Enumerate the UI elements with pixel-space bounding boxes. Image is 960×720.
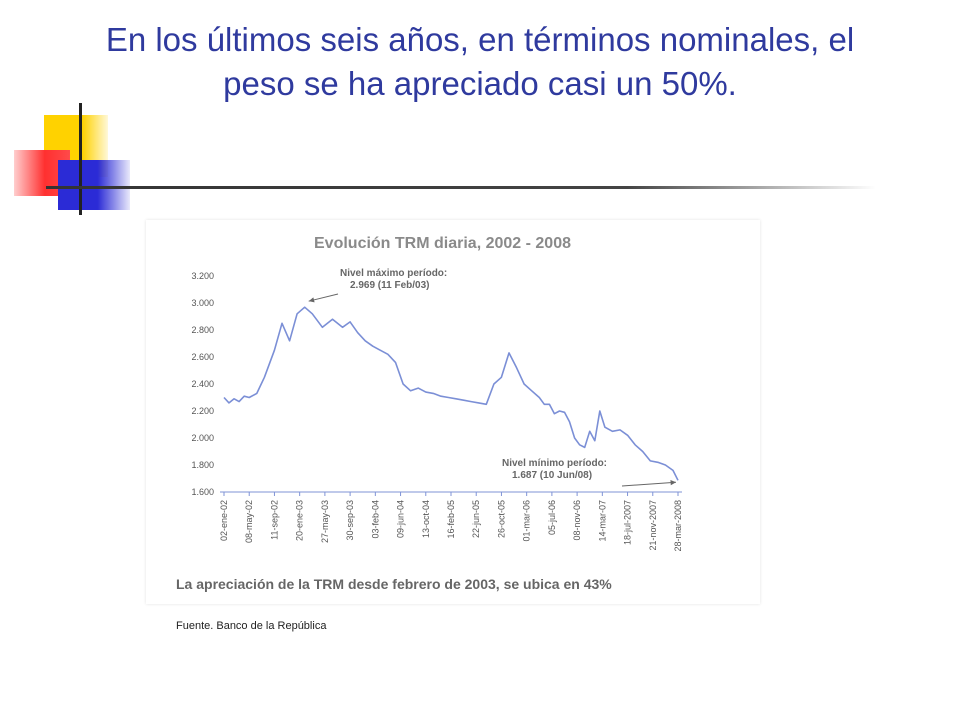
trm-series-line [223, 306, 679, 481]
max-annotation-line: Nivel máximo período: [340, 268, 447, 279]
decorative-blue-square [58, 160, 130, 210]
x-tick-label: 21-nov-2007 [648, 500, 658, 551]
x-tick-label: 26-oct-05 [496, 500, 506, 538]
y-tick-label: 2.200 [191, 406, 214, 416]
y-tick-label: 2.600 [191, 352, 214, 362]
min-annotation-arrow-head [670, 480, 676, 486]
x-tick-label: 16-feb-05 [446, 500, 456, 539]
x-tick-label: 27-may-03 [320, 500, 330, 543]
chart-title: Evolución TRM diaria, 2002 - 2008 [314, 235, 571, 252]
x-tick-label: 20-ene-03 [295, 500, 305, 541]
title-underline-rule [46, 186, 876, 189]
annotations: Nivel máximo período:2.969 (11 Feb/03) Ni… [308, 268, 677, 487]
y-tick-label: 1.600 [191, 487, 214, 497]
y-tick-label: 3.000 [191, 298, 214, 308]
y-tick-label: 2.000 [191, 433, 214, 443]
chart-panel: Evolución TRM diaria, 2002 - 2008 3.200 3… [146, 220, 760, 604]
x-tick-label: 22-jun-05 [471, 500, 481, 538]
x-axis: 02-ene-02 08-may-02 11-sep-02 20-ene-03 27-m… [219, 492, 683, 552]
chart-caption: La apreciación de la TRM desde febrero d… [176, 576, 612, 592]
x-tick-label: 11-sep-02 [269, 500, 279, 540]
x-tick-label: 01-mar-06 [522, 500, 532, 542]
x-tick-label: 08-may-02 [244, 500, 254, 543]
y-tick-label: 1.800 [191, 460, 214, 470]
x-tick-label: 18-jul-2007 [623, 500, 633, 545]
x-tick-label: 02-ene-02 [219, 500, 229, 541]
series-group [223, 306, 679, 481]
x-tick-label: 08-nov-06 [572, 500, 582, 541]
y-axis: 3.200 3.000 2.800 2.600 2.400 2.200 2.000 1.800… [191, 271, 682, 497]
source-note: Fuente. Banco de la República [176, 620, 327, 632]
decorative-vertical-rule [79, 103, 82, 215]
x-tick-label: 13-oct-04 [421, 500, 431, 538]
min-annotation-arrow [621, 481, 677, 487]
x-tick-label: 14-mar-07 [597, 500, 607, 542]
max-annotation-arrow-head [308, 297, 315, 303]
max-annotation-line: 2.969 (11 Feb/03) [350, 280, 430, 291]
x-tick-label: 28-mar-2008 [673, 500, 683, 552]
x-tick-label: 30-sep-03 [345, 500, 355, 541]
y-tick-label: 3.200 [191, 271, 214, 281]
slide-title: En los últimos seis años, en términos no… [105, 21, 855, 102]
y-tick-label: 2.400 [191, 379, 214, 389]
x-tick-label: 05-jul-06 [547, 500, 557, 535]
min-annotation-line: 1.687 (10 Jun/08) [512, 470, 592, 481]
min-annotation-line: Nivel mínimo período: [502, 458, 607, 469]
y-tick-label: 2.800 [191, 325, 214, 335]
x-tick-label: 03-feb-04 [370, 500, 380, 539]
trm-line-chart: Evolución TRM diaria, 2002 - 2008 3.2003… [176, 235, 683, 592]
x-tick-label: 09-jun-04 [396, 500, 406, 538]
